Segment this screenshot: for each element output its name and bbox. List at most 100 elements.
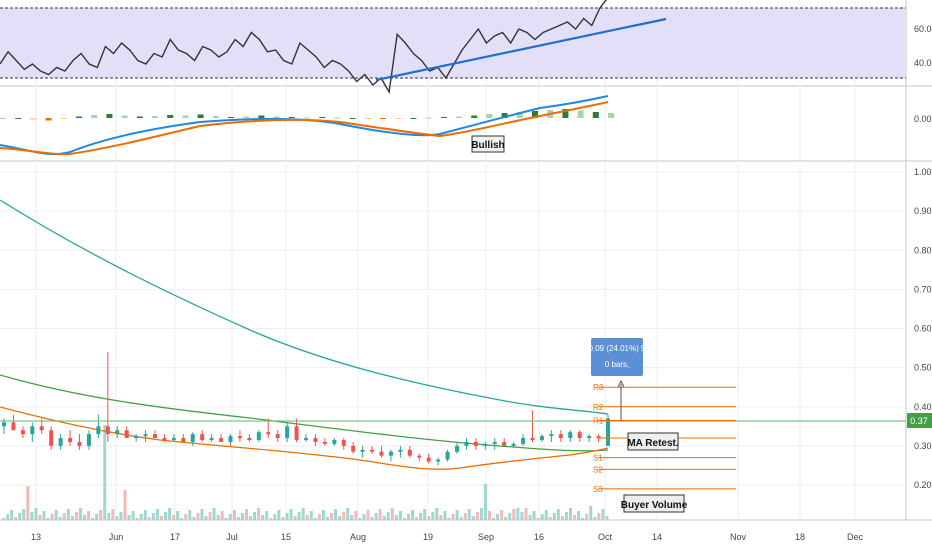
x-tick-label: 17: [170, 532, 180, 542]
candle-body: [341, 440, 346, 446]
candle-body: [200, 434, 205, 441]
volume-bar: [350, 515, 354, 520]
price-tick-label: 0.60: [914, 324, 932, 334]
price-tick-label: 0.70: [914, 284, 932, 294]
macd-hist-bar: [592, 112, 599, 118]
volume-bar: [577, 511, 581, 520]
macd-hist-bar: [501, 113, 508, 118]
candle-body: [209, 438, 214, 441]
volume-bar: [346, 508, 350, 520]
volume-bar: [38, 515, 42, 520]
volume-bar: [560, 516, 564, 520]
macd-hist-bar: [288, 117, 295, 118]
macd-hist-bar: [30, 118, 37, 120]
volume-bar: [301, 508, 305, 520]
volume-bar: [66, 509, 70, 520]
measure-arrow-head: [617, 379, 625, 388]
candle-body: [96, 426, 101, 435]
volume-bar: [14, 517, 18, 520]
volume-bar: [544, 510, 548, 520]
candle-body: [596, 436, 601, 439]
candle-body: [181, 438, 186, 442]
macd-hist-bar: [167, 115, 174, 118]
candle-body: [20, 430, 25, 435]
macd-hist-bar: [425, 117, 432, 119]
price-tick-label: 0.90: [914, 206, 932, 216]
candle-body: [143, 434, 148, 437]
volume-bar: [249, 516, 253, 520]
macd-hist-bar: [258, 115, 265, 118]
candle-body: [86, 434, 91, 446]
volume-bar: [131, 511, 135, 520]
volume-bar: [220, 511, 224, 520]
volume-bar: [317, 514, 321, 520]
macd-hist-bar: [136, 116, 143, 118]
macd-hist-bar: [182, 115, 189, 118]
macd-hist-bar: [91, 115, 98, 118]
volume-bar: [58, 517, 62, 520]
candle-body: [445, 451, 450, 460]
macd-hist-bar: [228, 117, 234, 118]
x-tick-label: 13: [31, 532, 41, 542]
measure-box: [591, 338, 643, 376]
price-tick-labels: 1.00 0.90 0.80 0.70 0.60 0.50 0.40 0.30 0.20: [914, 167, 932, 490]
volume-bar: [451, 514, 455, 520]
macd-tick-label: 0.00: [914, 114, 932, 124]
pivot-label: R3: [593, 383, 604, 392]
candle-body: [351, 445, 356, 452]
macd-hist-bar: [319, 117, 326, 118]
volume-bar: [475, 512, 479, 520]
macd-hist-bar: [516, 112, 523, 118]
volume-bar: [289, 509, 293, 520]
candle-body: [68, 438, 73, 442]
volume-bar: [374, 513, 378, 520]
macd-hist-bar: [562, 109, 569, 118]
volume-bar: [455, 510, 459, 520]
price-tick-label: 0.40: [914, 402, 932, 412]
volume-bar: [62, 513, 66, 520]
rsi-tick-label: 60.00: [914, 24, 932, 34]
candle-body: [237, 436, 242, 439]
candle-body: [502, 441, 507, 446]
volume-bar: [402, 518, 406, 520]
vertical-gridlines: [35, 0, 856, 520]
volume-bar: [488, 511, 491, 520]
ma-retest-box: [627, 432, 679, 451]
candle-body: [275, 434, 280, 439]
volume-bar: [192, 517, 196, 520]
macd-hist-bar: [486, 114, 493, 118]
volume-bar: [26, 486, 30, 520]
volume-bar: [285, 513, 289, 520]
candle-body: [190, 434, 195, 442]
volume-bar: [326, 517, 329, 520]
candle-body: [124, 430, 129, 439]
x-tick-label: 19: [423, 532, 433, 542]
volume-bar: [548, 517, 552, 520]
x-tick-label: Oct: [598, 532, 613, 542]
volume-bar: [601, 509, 605, 520]
candlesticks: [2, 351, 610, 466]
x-tick-label: 15: [281, 532, 291, 542]
volume-bar: [524, 508, 528, 520]
candle-body: [417, 455, 422, 458]
volume-bar: [564, 512, 568, 520]
macd-hist-bar: [197, 114, 204, 118]
volume-bar: [107, 513, 111, 520]
candle-body: [228, 436, 233, 442]
candle-body: [473, 441, 478, 446]
volume-bar: [151, 513, 155, 520]
macd-panel: 0.00 Bullish: [0, 95, 932, 156]
volume-bar: [500, 510, 504, 520]
volume-bar: [196, 513, 200, 520]
price-panel: 1.00 0.90 0.80 0.70 0.60 0.50 0.40 0.30 0.20 R3 R…: [0, 167, 932, 520]
volume-bar: [407, 514, 410, 520]
rsi-line: [0, 0, 607, 95]
candle-body: [39, 426, 44, 431]
volume-bar: [83, 515, 86, 520]
macd-hist-bar: [45, 118, 52, 121]
volume-bar: [176, 511, 180, 520]
candle-body: [247, 438, 252, 441]
volume-bar: [597, 513, 601, 520]
